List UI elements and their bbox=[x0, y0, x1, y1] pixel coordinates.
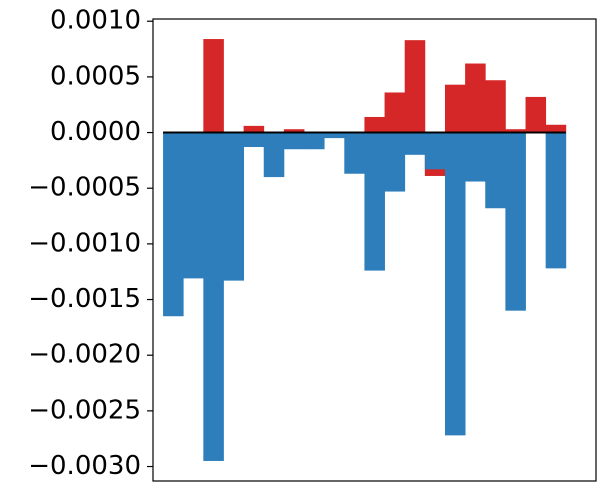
bar-series-1-18 bbox=[505, 129, 526, 133]
bar-series-2-12 bbox=[384, 132, 406, 192]
bar-series-2-11 bbox=[364, 132, 385, 271]
bar-series-2-17 bbox=[485, 132, 506, 209]
bar-series-2-8 bbox=[304, 132, 325, 150]
y-tick-label-6: −0.0015 bbox=[28, 284, 141, 314]
bar-series-2-14 bbox=[424, 132, 446, 170]
bar-series-1-11 bbox=[364, 116, 385, 133]
bar-series-2-18 bbox=[505, 132, 526, 311]
y-tick-label-7: −0.0020 bbox=[28, 340, 141, 370]
bar-series-2-13 bbox=[404, 132, 426, 155]
bar-series-2-1 bbox=[163, 132, 184, 317]
bar-series-1-3 bbox=[203, 39, 224, 133]
y-tick-label-5: −0.0010 bbox=[28, 228, 141, 258]
bar-series-2-9 bbox=[324, 132, 345, 139]
bar-series-2-16 bbox=[465, 132, 486, 182]
bar-series-2-5 bbox=[243, 132, 265, 148]
y-tick-label-4: −0.0005 bbox=[28, 173, 141, 203]
bar-series-2-15 bbox=[444, 132, 466, 436]
bar-series-2-6 bbox=[263, 132, 285, 178]
bar-series-2-7 bbox=[283, 132, 305, 150]
bar-series-2-4 bbox=[223, 132, 245, 281]
bar-series-2-2 bbox=[183, 132, 204, 279]
bar-series-1-15 bbox=[444, 84, 466, 133]
y-tick-label-9: −0.0030 bbox=[28, 451, 141, 481]
bar-series-2-3 bbox=[203, 132, 224, 461]
bar-series-1-7 bbox=[283, 129, 305, 133]
y-axis: 0.0010 0.0005 0.0000 −0.0005 −0.0010 −0.0015 −… bbox=[28, 6, 153, 481]
y-tick-label-2: 0.0005 bbox=[50, 61, 141, 91]
bar-series-1-12 bbox=[384, 92, 406, 133]
plot-frame bbox=[152, 18, 597, 482]
bar-series-1-5 bbox=[243, 125, 265, 133]
bar-series-2-10 bbox=[344, 132, 365, 174]
bar-series-1-20 bbox=[545, 124, 567, 133]
bar-series-2-20 bbox=[545, 132, 567, 269]
bar-series-1-13 bbox=[404, 40, 426, 133]
y-tick-label-3: 0.0000 bbox=[50, 117, 141, 147]
bar-series-1-17 bbox=[485, 80, 506, 133]
y-tick-label-1: 0.0010 bbox=[50, 6, 141, 36]
bar-series-1-16 bbox=[465, 63, 486, 133]
bars bbox=[163, 39, 567, 461]
y-tick-label-8: −0.0025 bbox=[28, 395, 141, 425]
bar-series-1-19 bbox=[525, 96, 547, 133]
